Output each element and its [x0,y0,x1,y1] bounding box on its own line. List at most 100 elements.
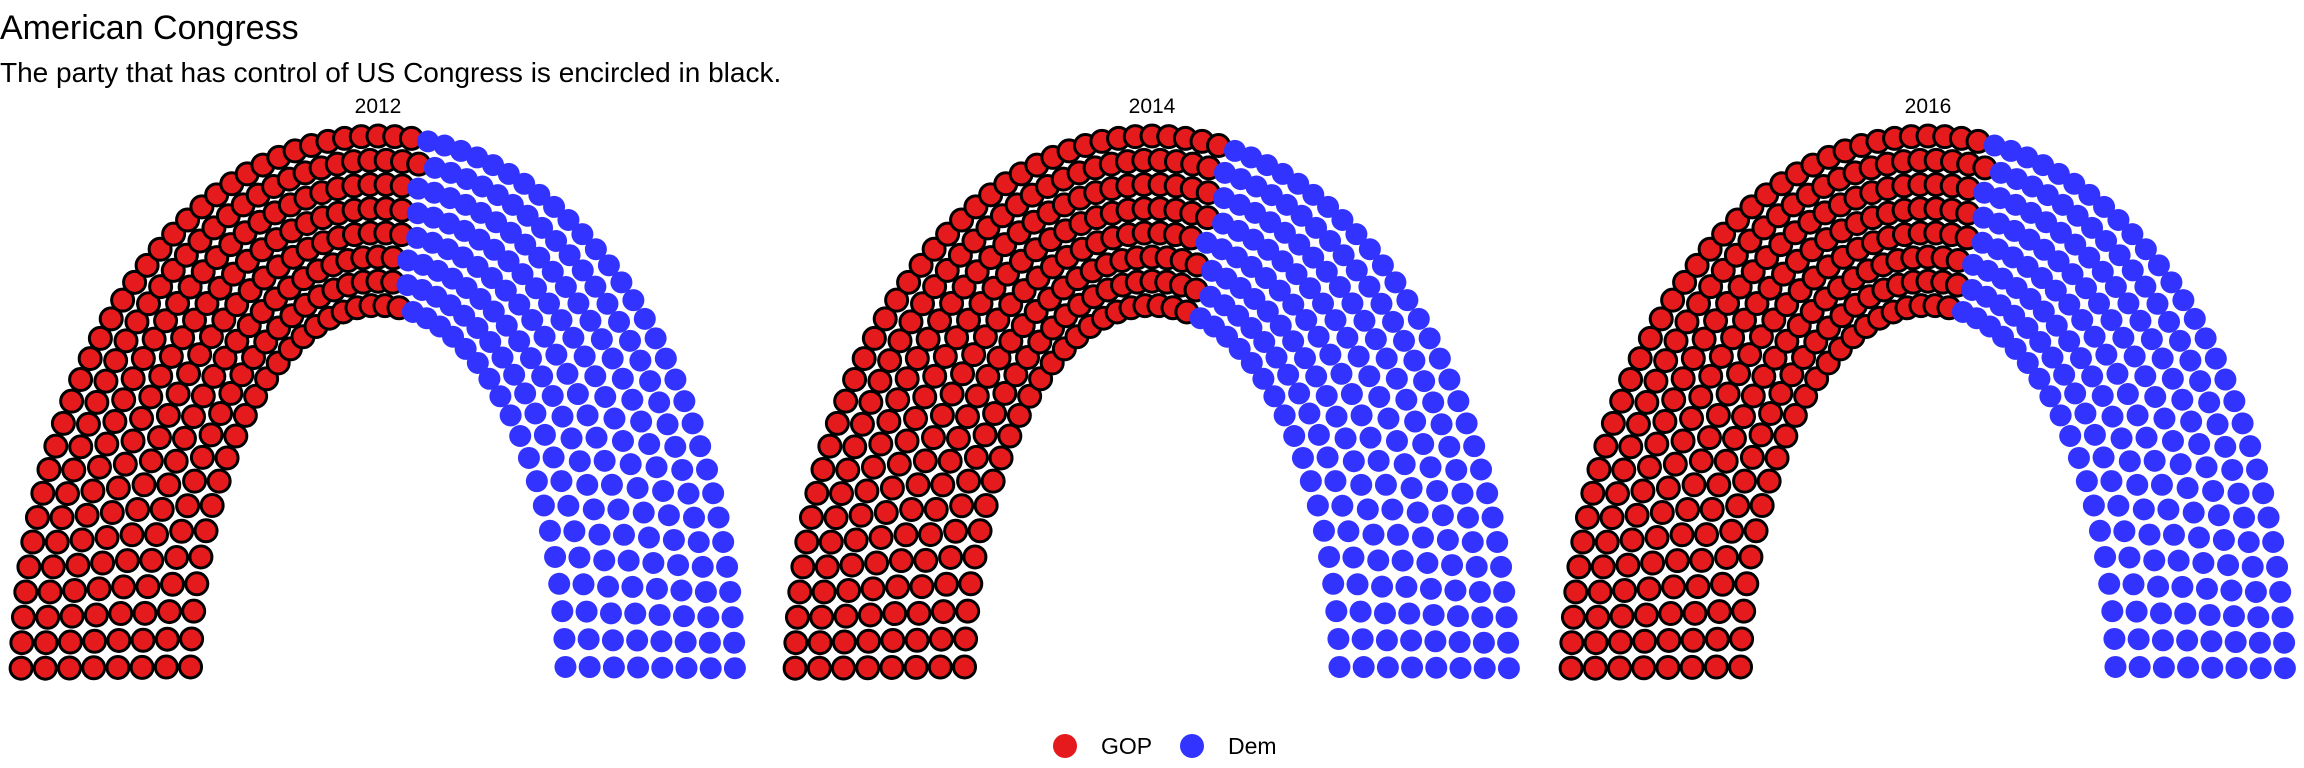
seat-dem [582,498,605,521]
seat-gop [884,287,910,313]
seat-dem [2047,250,2070,273]
seat-dem [1473,657,1496,680]
seat-dem [1299,470,1322,493]
seat-gop [1764,445,1790,471]
seat-dem [2147,254,2170,277]
seat-gop [894,366,920,392]
seat-gop [159,571,185,597]
seat-dem [584,238,607,261]
seat-dem [2121,259,2144,282]
seat-dem [689,435,712,458]
seat-dem [2032,300,2055,323]
seat-dem [2151,629,2174,652]
seat-gop [896,269,922,295]
seat-dem [2161,367,2184,390]
seat-dem [1438,368,1461,391]
facet-2016: 2016 [1558,95,2296,681]
facet-label: 2016 [1905,95,1952,118]
seat-gop [86,576,112,602]
seat-gop [1680,345,1706,371]
seat-gop [903,654,929,680]
seat-dem [1446,605,1469,628]
seat-dem [2140,328,2163,351]
seat-dem [2252,482,2275,505]
seat-dem [557,209,580,232]
legend-swatch [1053,734,1077,758]
seat-dem [575,600,598,623]
seat-gop [90,550,116,576]
seat-dem [1328,655,1351,678]
seat-gop [1612,578,1638,603]
seat-gop [1648,306,1674,332]
seat-gop [1637,325,1663,351]
seat-gop [1662,451,1688,477]
seat-gop [927,654,953,680]
seat-dem [1298,402,1321,425]
seat-gop [24,504,50,530]
seat-gop [833,388,859,414]
seat-dem [1330,362,1353,385]
seat-dem [585,426,608,449]
seat-dem [2045,314,2068,337]
seat-gop [1630,478,1656,504]
seat-gop [75,411,101,437]
seat-gop [1709,571,1735,597]
seat-dem [1332,244,1355,267]
seat-dem [2202,479,2225,502]
seat-gop [849,411,875,437]
seat-gop [943,518,969,544]
seat-dem [2091,384,2114,407]
seat-dem [579,309,602,332]
seat-dem [2247,606,2270,629]
seat-dem [2179,349,2202,372]
seat-dem [2081,365,2104,388]
seat-dem [588,523,611,546]
seat-dem [1426,479,1449,502]
seat-dem [671,458,694,481]
seat-gop [148,274,174,300]
seat-dem [2121,223,2144,246]
seat-dem [545,343,568,366]
seat-dem [1375,347,1398,370]
seat-gop [1682,600,1708,626]
seat-gop [1625,411,1651,437]
seat-gop [154,626,180,652]
seat-dem [632,501,655,524]
seat-gop [794,529,820,555]
seat-dem [1472,631,1495,654]
seat-gop [102,409,128,435]
seat-gop [1696,425,1722,451]
seat-dem [2212,528,2235,551]
seat-gop [811,579,837,605]
seat-dem [2132,498,2155,521]
seat-gop [1758,400,1784,426]
seat-gop [59,603,85,629]
seat-dem [517,446,540,469]
seat-gop [1624,502,1650,528]
seat-gop [1715,290,1741,316]
seat-gop [49,505,75,531]
seat-dem [683,506,705,529]
seat-gop [1768,380,1794,406]
seat-dem [1457,506,1479,529]
seat-dem [721,606,744,629]
seat-dem [1271,250,1294,273]
seat-gop [1680,627,1706,653]
seat-gop [132,600,158,626]
seat-dem [1350,473,1373,496]
seat-dem [2225,657,2248,679]
seat-dem [645,577,668,600]
seat-dem [2093,195,2116,218]
seat-dem [573,345,596,368]
seat-dem [533,423,556,446]
seat-dem [599,602,622,625]
seat-gop [898,309,924,335]
seat-dem [1438,435,1461,458]
seat-dem [1305,216,1328,239]
seat-dem [2107,494,2130,517]
seat-dem [2144,385,2167,408]
seat-dem [639,370,662,393]
seat-dem [1395,575,1418,598]
seat-gop [842,367,868,393]
seat-gop [1751,363,1777,389]
